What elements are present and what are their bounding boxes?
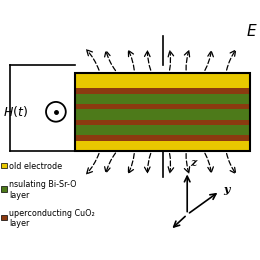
Bar <box>75 104 250 109</box>
Text: y: y <box>224 184 230 195</box>
Bar <box>75 73 250 151</box>
Text: $\mathit{H}(t)$: $\mathit{H}(t)$ <box>3 104 28 119</box>
Bar <box>75 94 250 104</box>
Bar <box>1 186 7 192</box>
Text: $\mathit{E}$: $\mathit{E}$ <box>246 23 258 39</box>
Bar <box>75 135 250 141</box>
Bar <box>75 88 250 94</box>
Bar <box>1 163 7 168</box>
Text: old electrode: old electrode <box>9 162 62 171</box>
Bar <box>75 141 250 151</box>
Text: z: z <box>190 157 196 168</box>
Bar <box>75 120 250 125</box>
Text: uperconducting CuO₂
layer: uperconducting CuO₂ layer <box>9 209 95 228</box>
Text: nsulating Bi-Sr-O
layer: nsulating Bi-Sr-O layer <box>9 180 77 199</box>
Bar <box>75 125 250 135</box>
Bar <box>1 215 7 220</box>
Bar <box>75 73 250 88</box>
Bar <box>75 109 250 120</box>
